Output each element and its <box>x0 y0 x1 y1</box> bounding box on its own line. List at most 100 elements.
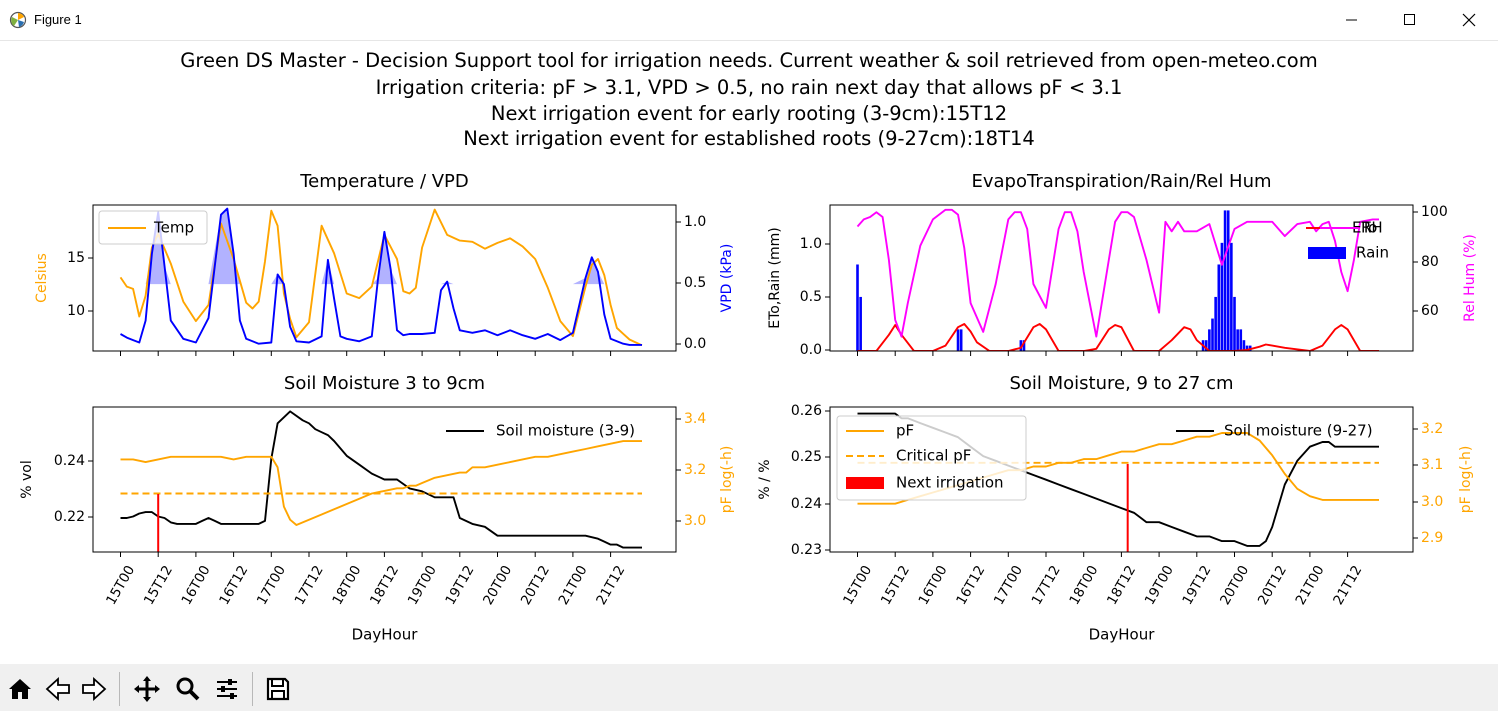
rain-bar <box>1233 296 1236 351</box>
x-tick-label: 15T12 <box>878 563 913 608</box>
y-axis-label-right: pF log(-h) <box>1458 446 1474 514</box>
series-line-eto <box>857 323 1379 351</box>
y-tick-label-left: 0.23 <box>791 542 822 558</box>
x-tick-label: 16T00 <box>179 563 214 608</box>
x-tick-label: 16T12 <box>953 563 988 608</box>
legend-box <box>836 415 1027 501</box>
series-line-soil-moisture-3-9- <box>120 410 642 549</box>
close-button[interactable] <box>1440 0 1498 40</box>
x-tick-label: 21T00 <box>1293 563 1328 608</box>
y-tick-label-left: 0.5 <box>800 289 822 305</box>
legend-box <box>98 210 208 245</box>
toolbar-separator <box>119 672 120 706</box>
x-tick-label: 21T12 <box>593 563 628 608</box>
plot-area <box>856 208 1379 351</box>
rain-bar <box>1204 340 1208 351</box>
y-tick-label-right: 60 <box>1421 303 1439 319</box>
minimize-button[interactable] <box>1323 0 1381 40</box>
plot-area <box>119 207 643 347</box>
legend-patch-rain <box>1308 247 1346 259</box>
x-tick-label: 18T00 <box>1066 563 1101 608</box>
y-tick-label-left: 0.25 <box>791 449 822 465</box>
rain-bar <box>859 296 862 351</box>
home-button[interactable] <box>4 673 36 705</box>
rain-bar <box>1223 210 1227 351</box>
rain-bar <box>1217 264 1221 351</box>
x-tick-label: 16T00 <box>916 563 951 608</box>
forward-icon <box>82 676 107 702</box>
rain-bar <box>1230 242 1233 351</box>
forward-button[interactable] <box>78 673 110 705</box>
legend-label-rain: Rain <box>1356 244 1389 262</box>
legend-label-critical-pf: Critical pF <box>896 447 971 465</box>
y-tick-label-right: 2.9 <box>1421 530 1443 546</box>
suptitle-line-3: Next irrigation event for early rooting … <box>490 102 1008 125</box>
window-title: Figure 1 <box>34 12 82 27</box>
subplots: Temperature / VPD 10 15 0.0 0.5 1.0 Celsius VPD… <box>19 171 1478 644</box>
x-tick-label: 17T12 <box>1029 563 1064 608</box>
zoom-button[interactable] <box>172 673 204 705</box>
toolbar-separator <box>252 672 253 706</box>
y-tick-label-left: 15 <box>67 250 85 266</box>
maximize-button[interactable] <box>1381 0 1439 40</box>
x-tick-label: 20T00 <box>1217 563 1252 608</box>
legend-label-temp: Temp <box>153 219 194 237</box>
y-axis-label-left: ETo,Rain (mm) <box>767 227 783 328</box>
configure-subplots-button[interactable] <box>211 673 243 705</box>
figure-canvas: Green DS Master - Decision Support tool … <box>0 41 1498 664</box>
rain-bar <box>1245 345 1249 351</box>
suptitle-line-2: Irrigation criteria: pF > 3.1, VPD > 0.5… <box>375 76 1123 99</box>
subplot-title: Temperature / VPD <box>299 171 469 192</box>
y-axis-label-left: % / % <box>757 459 773 499</box>
plot-area <box>120 410 642 552</box>
x-tick-label: 15T12 <box>141 563 176 608</box>
x-tick-label: 17T12 <box>292 563 327 608</box>
rain-bar <box>1022 340 1026 351</box>
legend-label-rh: RH <box>1361 219 1383 237</box>
y-tick-label-right: 100 <box>1421 204 1448 220</box>
series-line-temp <box>119 208 643 347</box>
subplot-3: Soil Moisture 3 to 9cm 15T00 15T12 16T00 16T… <box>88 373 681 608</box>
y-axis-label-left: % vol <box>19 460 35 499</box>
suptitle-line-4: Next irrigation event for established ro… <box>463 127 1035 150</box>
rain-bar <box>1226 210 1230 351</box>
x-tick-label: 16T12 <box>216 563 251 608</box>
back-button[interactable] <box>42 673 74 705</box>
minimize-icon <box>1346 19 1357 21</box>
save-button[interactable] <box>262 673 294 705</box>
rain-bar <box>1214 296 1217 351</box>
y-tick-label-right: 3.0 <box>684 513 706 529</box>
x-tick-label: 20T12 <box>518 563 553 608</box>
x-tick-label: 18T00 <box>329 563 364 608</box>
x-tick-label: 19T12 <box>1179 563 1214 608</box>
y-tick-label-right: 3.2 <box>1421 421 1443 437</box>
x-tick-label: 17T00 <box>991 563 1026 608</box>
window-titlebar: Figure 1 <box>0 0 1498 41</box>
y-tick-label-right: 0.5 <box>684 275 706 291</box>
legend-label-eto: ETo <box>1352 219 1377 237</box>
x-tick-label: 20T12 <box>1255 563 1290 608</box>
series-line-pf <box>120 440 642 526</box>
rain-bar <box>1236 329 1239 351</box>
pan-icon <box>134 676 160 702</box>
maximize-icon <box>1404 14 1415 25</box>
configure-subplots-icon <box>217 679 237 699</box>
x-tick-label: 19T12 <box>442 563 477 608</box>
y-tick-label-left: 0.26 <box>791 403 822 419</box>
rain-bar <box>1208 329 1211 351</box>
subplot-1: Temperature / VPD <box>88 171 681 356</box>
navigation-toolbar <box>0 664 1498 711</box>
x-tick-label: 18T12 <box>367 563 402 608</box>
y-tick-label-left: 10 <box>67 303 85 319</box>
series-line-rh <box>856 208 1379 338</box>
pan-button[interactable] <box>131 673 163 705</box>
y-tick-label-left: 1.0 <box>800 236 822 252</box>
home-icon <box>9 679 31 699</box>
x-tick-label: 18T12 <box>1104 563 1139 608</box>
x-tick-label: 15T00 <box>103 563 138 608</box>
y-tick-label-right: 80 <box>1421 254 1439 270</box>
rain-bar <box>956 329 960 351</box>
y-tick-label-left: 0.24 <box>791 496 822 512</box>
rain-bar <box>1220 242 1224 351</box>
legend-label-next-irrigation: Next irrigation <box>896 474 1004 492</box>
